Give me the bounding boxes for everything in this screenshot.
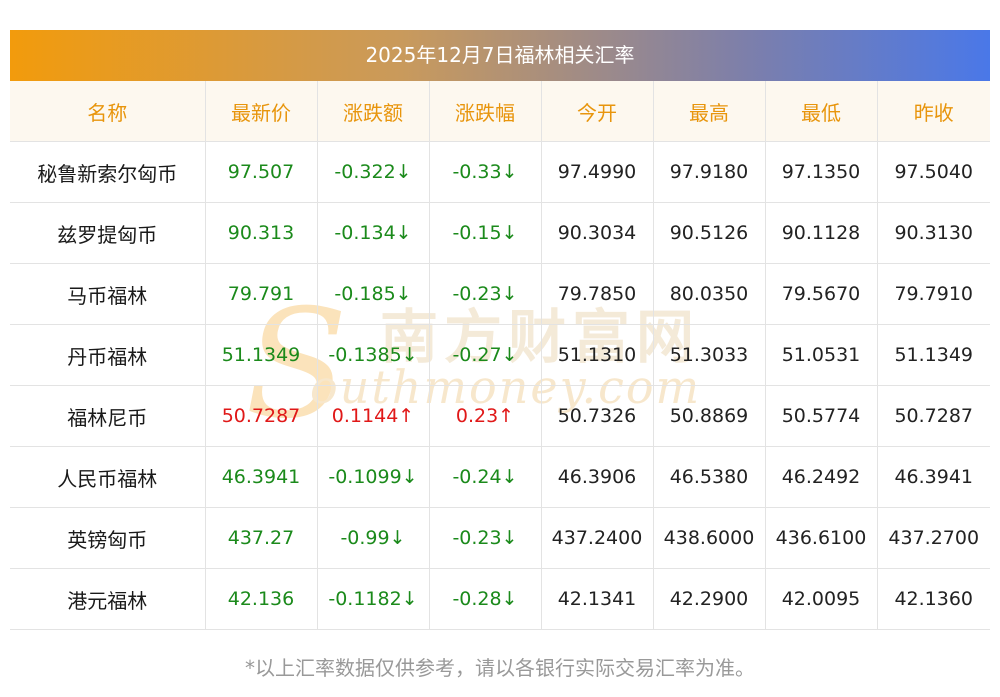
header-low: 最低: [765, 81, 878, 142]
cell-high: 97.9180: [653, 141, 766, 203]
table-row: 丹币福林 51.1349 -0.1385↓ -0.27↓ 51.1310 51.3033 5…: [10, 324, 990, 386]
cell-change: -0.1182↓: [317, 568, 430, 630]
cell-change: -0.322↓: [317, 141, 430, 203]
cell-high: 42.2900: [653, 568, 766, 630]
header-change: 涨跌额: [317, 81, 430, 142]
cell-prev-close: 97.5040: [877, 141, 990, 203]
cell-low: 46.2492: [765, 446, 878, 508]
cell-latest: 90.313: [205, 202, 318, 264]
table-row: 人民币福林 46.3941 -0.1099↓ -0.24↓ 46.3906 46.5380…: [10, 446, 990, 508]
cell-high: 90.5126: [653, 202, 766, 264]
cell-change: -0.134↓: [317, 202, 430, 264]
cell-low: 436.6100: [765, 507, 878, 569]
cell-prev-close: 42.1360: [877, 568, 990, 630]
cell-latest: 42.136: [205, 568, 318, 630]
cell-change: -0.185↓: [317, 263, 430, 325]
cell-prev-close: 50.7287: [877, 385, 990, 447]
cell-change-pct: -0.27↓: [429, 324, 542, 386]
cell-change-pct: -0.28↓: [429, 568, 542, 630]
cell-change: -0.1099↓: [317, 446, 430, 508]
cell-change-pct: -0.24↓: [429, 446, 542, 508]
cell-change-pct: -0.23↓: [429, 263, 542, 325]
table-row: 秘鲁新索尔匈币 97.507 -0.322↓ -0.33↓ 97.4990 97.9180…: [10, 141, 990, 203]
cell-name: 英镑匈币: [10, 507, 206, 569]
cell-open: 51.1310: [541, 324, 654, 386]
cell-name: 马币福林: [10, 263, 206, 325]
cell-name: 秘鲁新索尔匈币: [10, 141, 206, 203]
cell-change-pct: -0.15↓: [429, 202, 542, 264]
cell-open: 50.7326: [541, 385, 654, 447]
table-row: 马币福林 79.791 -0.185↓ -0.23↓ 79.7850 80.0350 79.…: [10, 263, 990, 325]
cell-low: 79.5670: [765, 263, 878, 325]
cell-name: 兹罗提匈币: [10, 202, 206, 264]
cell-name: 福林尼币: [10, 385, 206, 447]
cell-name: 丹币福林: [10, 324, 206, 386]
cell-change: 0.1144↑: [317, 385, 430, 447]
header-name: 名称: [10, 81, 206, 142]
cell-prev-close: 90.3130: [877, 202, 990, 264]
cell-latest: 46.3941: [205, 446, 318, 508]
cell-low: 42.0095: [765, 568, 878, 630]
cell-low: 50.5774: [765, 385, 878, 447]
cell-high: 51.3033: [653, 324, 766, 386]
cell-latest: 97.507: [205, 141, 318, 203]
cell-low: 51.0531: [765, 324, 878, 386]
cell-latest: 51.1349: [205, 324, 318, 386]
cell-change: -0.1385↓: [317, 324, 430, 386]
cell-open: 79.7850: [541, 263, 654, 325]
cell-name: 港元福林: [10, 568, 206, 630]
cell-open: 46.3906: [541, 446, 654, 508]
cell-high: 438.6000: [653, 507, 766, 569]
cell-prev-close: 51.1349: [877, 324, 990, 386]
header-prev-close: 昨收: [877, 81, 990, 142]
table-row: 英镑匈币 437.27 -0.99↓ -0.23↓ 437.2400 438.6000 43…: [10, 507, 990, 569]
header-open: 今开: [541, 81, 654, 142]
cell-prev-close: 46.3941: [877, 446, 990, 508]
cell-prev-close: 79.7910: [877, 263, 990, 325]
cell-latest: 437.27: [205, 507, 318, 569]
footnote: *以上汇率数据仅供参考，请以各银行实际交易汇率为准。: [245, 656, 755, 680]
cell-change-pct: 0.23↑: [429, 385, 542, 447]
table-row: 港元福林 42.136 -0.1182↓ -0.28↓ 42.1341 42.2900 42…: [10, 568, 990, 630]
cell-high: 50.8869: [653, 385, 766, 447]
cell-low: 90.1128: [765, 202, 878, 264]
exchange-rate-table: 名称 最新价 涨跌额 涨跌幅 今开 最高 最低 昨收 秘鲁新索尔匈币 97.507…: [10, 81, 990, 630]
page-title: 2025年12月7日福林相关汇率: [10, 30, 990, 81]
header-latest: 最新价: [205, 81, 318, 142]
header-change-pct: 涨跌幅: [429, 81, 542, 142]
cell-change-pct: -0.23↓: [429, 507, 542, 569]
cell-latest: 79.791: [205, 263, 318, 325]
cell-change: -0.99↓: [317, 507, 430, 569]
cell-prev-close: 437.2700: [877, 507, 990, 569]
cell-latest: 50.7287: [205, 385, 318, 447]
table-row: 兹罗提匈币 90.313 -0.134↓ -0.15↓ 90.3034 90.5126 90…: [10, 202, 990, 264]
cell-open: 42.1341: [541, 568, 654, 630]
cell-name: 人民币福林: [10, 446, 206, 508]
cell-open: 97.4990: [541, 141, 654, 203]
header-high: 最高: [653, 81, 766, 142]
cell-low: 97.1350: [765, 141, 878, 203]
cell-open: 437.2400: [541, 507, 654, 569]
table-header-row: 名称 最新价 涨跌额 涨跌幅 今开 最高 最低 昨收: [10, 81, 990, 142]
cell-high: 46.5380: [653, 446, 766, 508]
table-row: 福林尼币 50.7287 0.1144↑ 0.23↑ 50.7326 50.8869 50.…: [10, 385, 990, 447]
cell-open: 90.3034: [541, 202, 654, 264]
cell-change-pct: -0.33↓: [429, 141, 542, 203]
cell-high: 80.0350: [653, 263, 766, 325]
